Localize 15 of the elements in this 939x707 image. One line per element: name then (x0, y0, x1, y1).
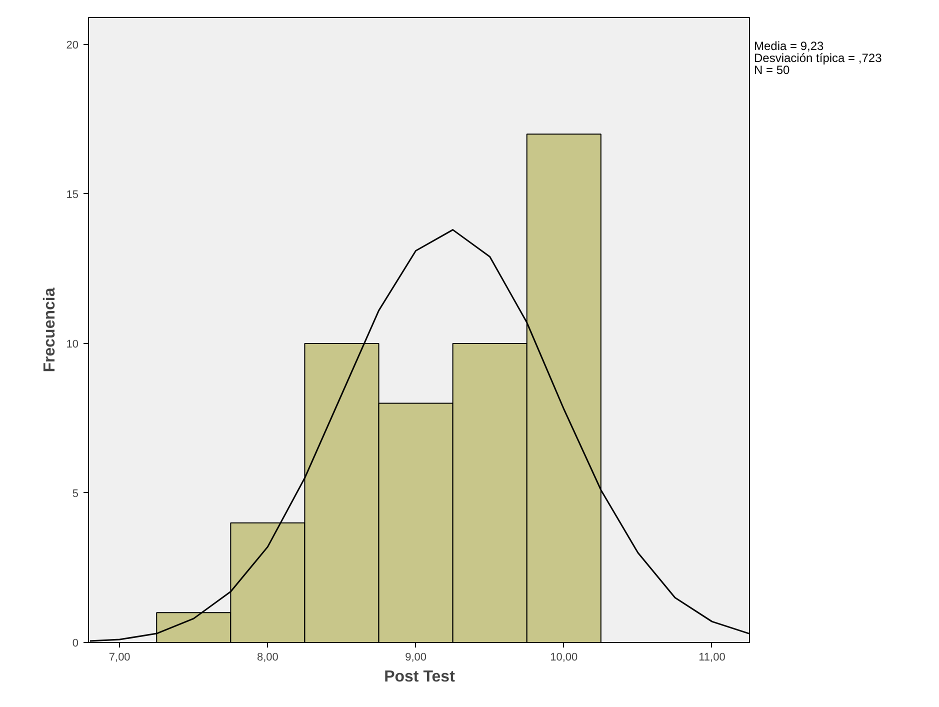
text: Media = 9,23 (754, 39, 824, 53)
x-tick-label: 9,00 (405, 652, 427, 664)
y-axis-title: Frecuencia (41, 288, 58, 372)
x-tick-label: 8,00 (256, 652, 278, 664)
y-tick-label: 5 (72, 488, 79, 500)
y-tick-label: 20 (66, 39, 79, 52)
x-tick-label: 11,00 (698, 652, 726, 664)
y-tick-label: 10 (66, 338, 79, 350)
x-tick-label: 7,00 (108, 652, 130, 664)
text: N = 50 (754, 63, 790, 77)
y-tick-label: 15 (66, 188, 79, 201)
y-tick-label: 0 (72, 638, 79, 650)
text: Desviación típica = ,723 (754, 51, 882, 65)
x-axis-title: Post Test (384, 668, 456, 686)
x-tick-label: 10,00 (550, 652, 578, 664)
